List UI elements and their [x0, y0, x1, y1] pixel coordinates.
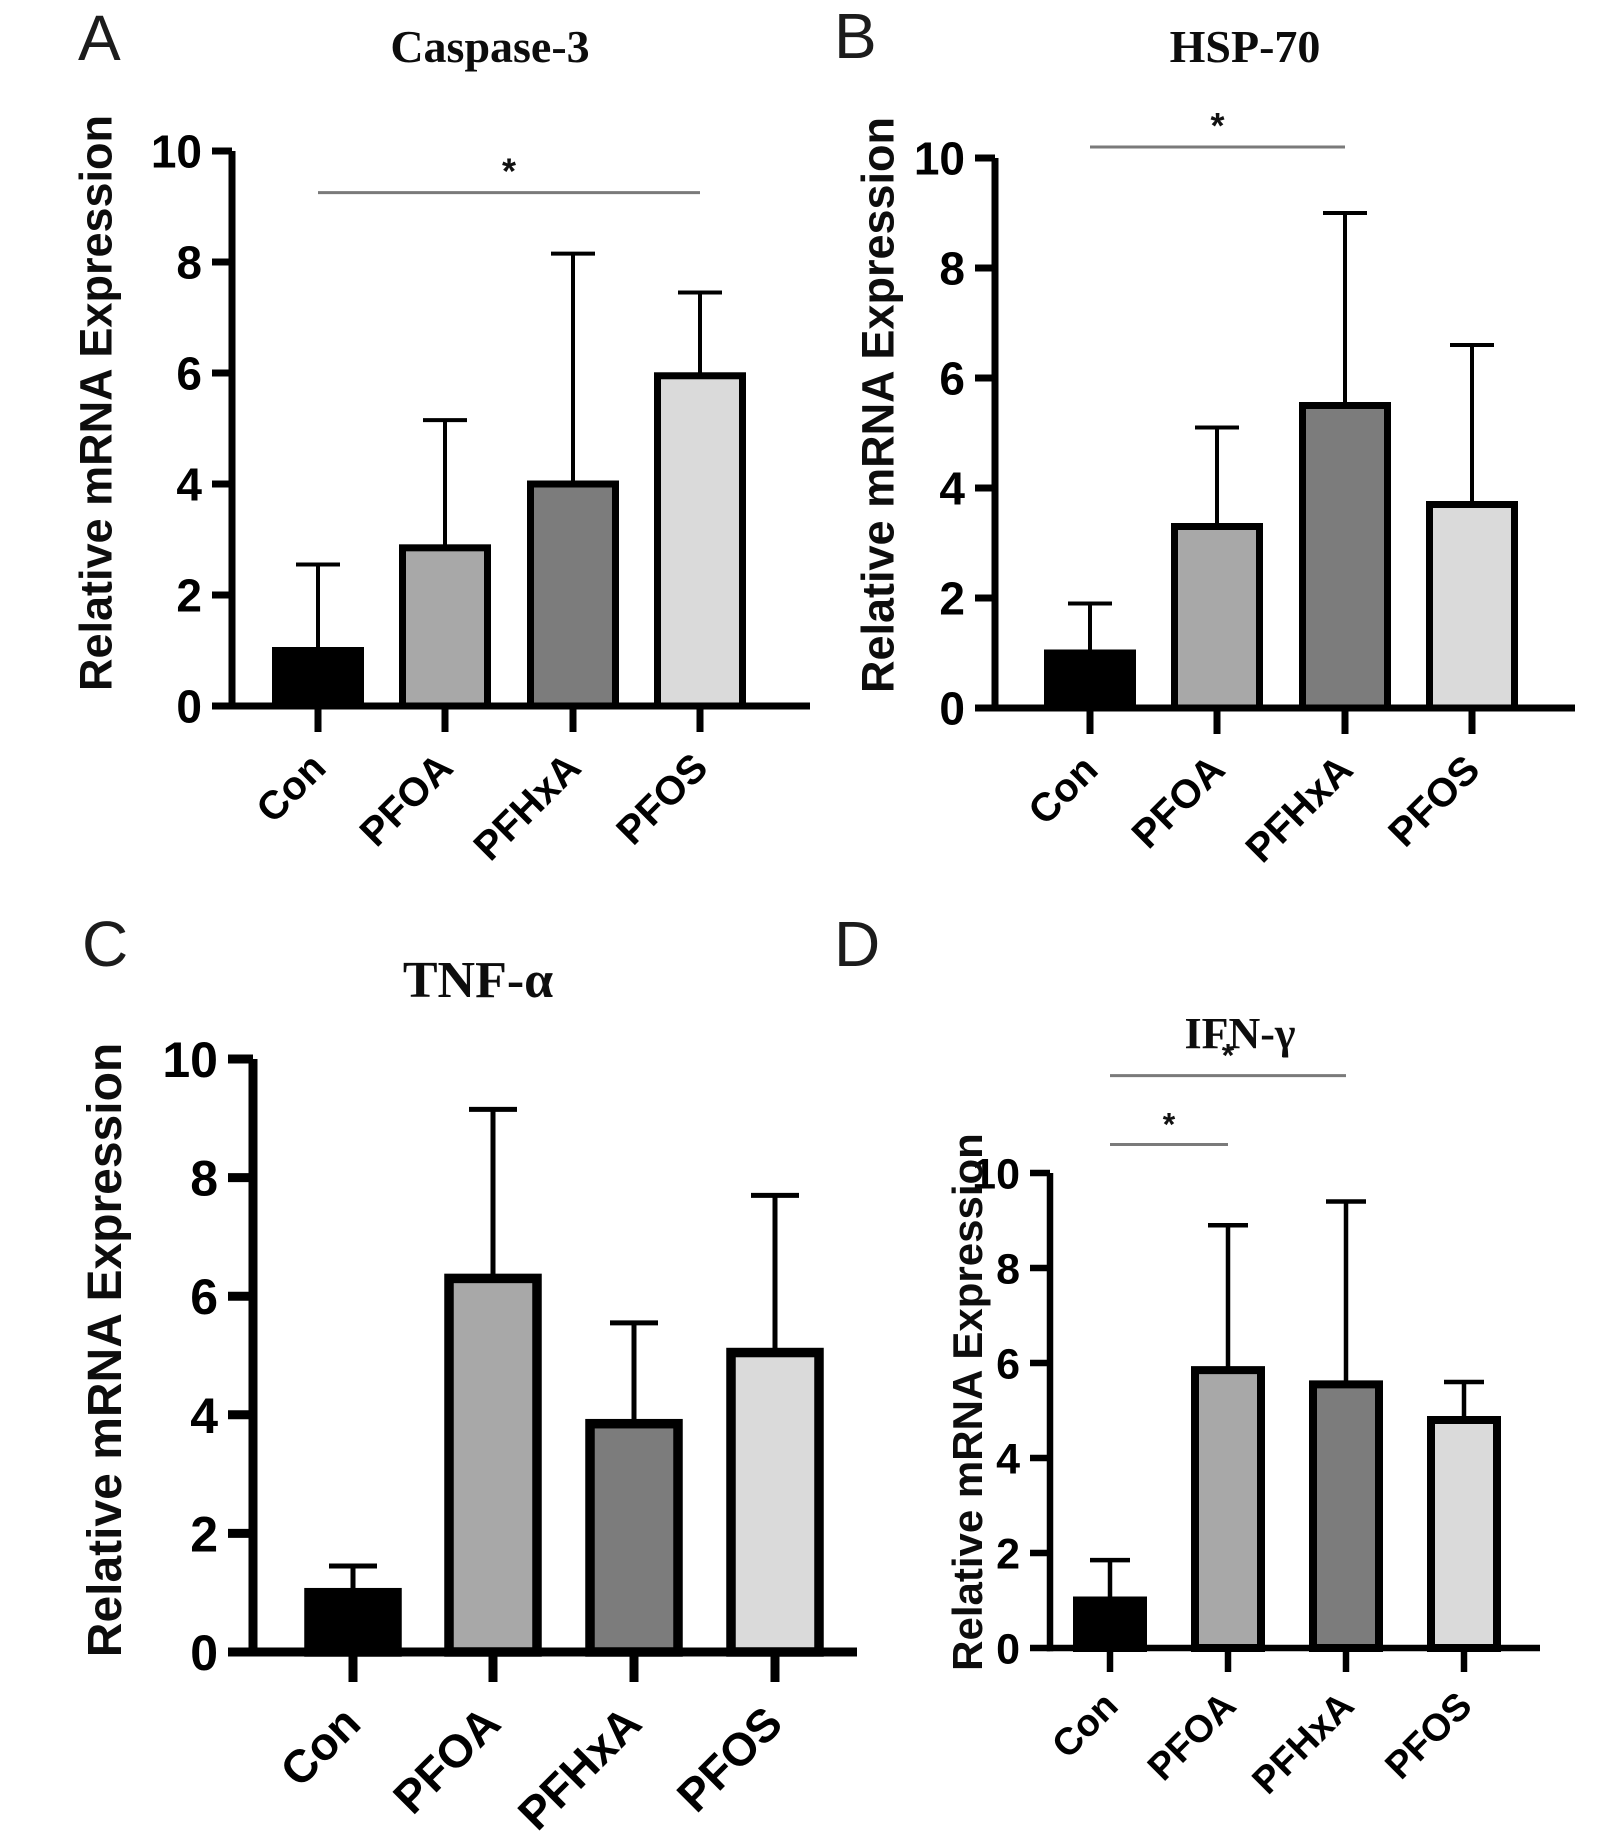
- panel-a-letter: A: [78, 2, 121, 74]
- bar-pfoa: [1191, 1366, 1265, 1652]
- y-tick-label: 4: [939, 463, 965, 515]
- y-tick-label: 8: [176, 237, 202, 289]
- x-tick-label-pfhxa: PFHxA: [1238, 747, 1362, 871]
- x-tick-label-pfhxa: PFHxA: [466, 745, 590, 869]
- x-tick-label-pfoa: PFOA: [352, 745, 462, 855]
- panel-b-letter: B: [834, 0, 877, 72]
- y-tick-label: 6: [939, 353, 965, 405]
- y-tick-label: 4: [176, 459, 202, 511]
- significance-star: *: [502, 151, 516, 192]
- bar-pfos: [726, 1347, 824, 1657]
- panel-d-plot: * * 0 2 4 6 8 10 Con PFOA PFHxA PFOS: [972, 1038, 1540, 1803]
- y-tick-label: 2: [939, 573, 965, 625]
- significance-star: *: [1210, 105, 1224, 146]
- x-tick-label-pfoa: PFOA: [1140, 1685, 1244, 1789]
- x-tick-label-con: Con: [248, 745, 334, 831]
- significance-star: *: [1222, 1038, 1235, 1074]
- bar-pfhxa: [585, 1418, 683, 1657]
- bar-con: [272, 647, 364, 710]
- bar-con: [304, 1587, 402, 1657]
- y-tick-label: 2: [190, 1506, 218, 1562]
- x-tick-label-pfoa: PFOA: [383, 1696, 510, 1823]
- y-tick-label: 0: [190, 1625, 218, 1681]
- bar-pfhxa: [527, 480, 619, 710]
- y-tick-label: 8: [190, 1151, 218, 1207]
- y-tick-label: 10: [972, 1150, 1020, 1198]
- y-tick-label: 0: [996, 1625, 1020, 1673]
- x-tick-label-pfhxa: PFHxA: [1245, 1685, 1363, 1803]
- y-tick-label: 10: [162, 1032, 218, 1088]
- significance-star: *: [1163, 1107, 1176, 1143]
- y-tick-label: 8: [939, 243, 965, 295]
- bar-pfoa: [444, 1273, 542, 1657]
- y-tick-label: 6: [190, 1269, 218, 1325]
- bar-pfos: [1427, 1416, 1501, 1652]
- x-tick-label-con: Con: [1044, 1685, 1126, 1767]
- panel-a-plot: * 0 2 4 6 8 10 Con PFOA PFHxA PFOS: [151, 126, 810, 869]
- bar-pfoa: [1171, 523, 1263, 712]
- panel-a-title: Caspase-3: [390, 21, 590, 72]
- panel-c-y-axis-label: Relative mRNA Expression: [79, 1042, 132, 1658]
- x-tick-label-con: Con: [1020, 747, 1106, 833]
- bar-pfoa: [399, 544, 491, 710]
- y-tick-label: 0: [939, 683, 965, 735]
- x-tick-label-pfhxa: PFHxA: [508, 1696, 651, 1839]
- y-tick-label: 2: [996, 1530, 1020, 1578]
- panel-b-y-axis-label: Relative mRNA Expression: [852, 116, 904, 694]
- y-tick-label: 4: [996, 1435, 1020, 1483]
- x-tick-label-con: Con: [270, 1696, 370, 1796]
- panel-d-title: IFN-γ: [1184, 1009, 1296, 1058]
- panel-c-title: TNF-α: [402, 952, 554, 1009]
- panel-d-y-axis-label: Relative mRNA Expression: [944, 1133, 991, 1671]
- y-tick-label: 6: [176, 348, 202, 400]
- x-tick-label-pfos: PFOS: [1380, 747, 1488, 855]
- panel-b-title: HSP-70: [1169, 21, 1321, 72]
- x-tick-label-pfos: PFOS: [1378, 1685, 1481, 1788]
- bar-pfhxa: [1309, 1380, 1383, 1652]
- bar-pfhxa: [1299, 402, 1391, 712]
- y-tick-label: 0: [176, 681, 202, 733]
- bar-pfos: [1426, 501, 1518, 712]
- bar-con: [1044, 649, 1136, 712]
- y-tick-label: 8: [996, 1245, 1020, 1293]
- y-tick-label: 4: [190, 1388, 218, 1444]
- panel-c-letter: C: [82, 908, 129, 980]
- x-tick-label-pfos: PFOS: [608, 745, 716, 853]
- y-tick-label: 10: [914, 133, 965, 185]
- bar-pfos: [654, 372, 746, 710]
- panel-b-plot: * 0 2 4 6 8 10 Con PFOA PFHxA PFOS: [914, 105, 1575, 871]
- panel-d-letter: D: [834, 908, 881, 980]
- y-tick-label: 2: [176, 570, 202, 622]
- y-tick-label: 10: [151, 126, 202, 178]
- y-tick-label: 6: [996, 1340, 1020, 1388]
- panel-a-y-axis-label: Relative mRNA Expression: [70, 114, 122, 692]
- x-tick-label-pfoa: PFOA: [1124, 747, 1234, 857]
- x-tick-label-pfos: PFOS: [667, 1696, 792, 1821]
- bar-con: [1073, 1596, 1147, 1652]
